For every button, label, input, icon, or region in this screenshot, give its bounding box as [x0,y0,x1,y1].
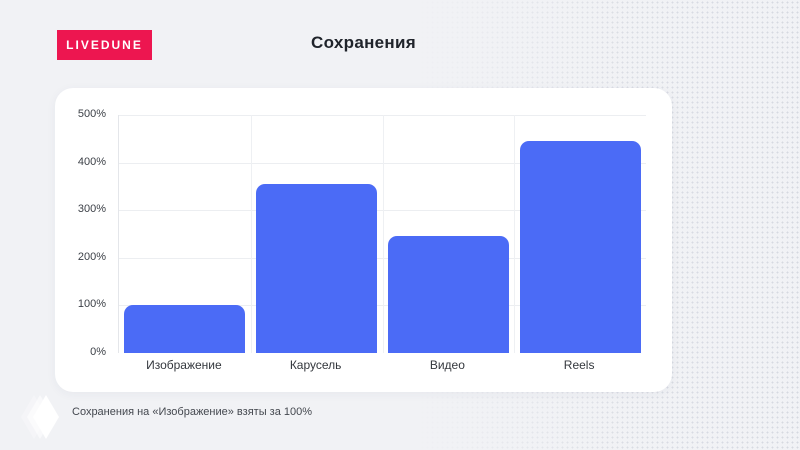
category-separator-line [514,115,516,353]
chart-card: 0% 100% 200% 300% 400% 500% Изображение Карусе… [55,88,672,392]
brand-badge: LIVEDUNE [57,30,152,60]
x-tick-label: Изображение [146,358,222,372]
x-axis-labels: Изображение Карусель Видео Reels [118,358,645,378]
y-tick-label: 500% [77,108,106,120]
y-tick-label: 0% [90,346,106,358]
bar-Видео [387,236,509,353]
y-axis-labels: 0% 100% 200% 300% 400% 500% [55,88,112,392]
bar-Reels [519,141,641,353]
page-title: Сохранения [311,33,416,52]
category-separator-line [250,115,252,353]
bar-Карусель [256,184,378,353]
x-tick-label: Видео [429,358,465,372]
x-tick-label: Reels [563,358,595,372]
footer-caption: Сохранения на «Изображение» взяты за 100… [72,406,313,418]
y-tick-label: 200% [77,250,106,263]
y-tick-label: 100% [77,298,106,311]
category-separator-line [382,115,384,353]
x-tick-label: Карусель [289,358,342,372]
bar-Изображение [124,305,246,353]
y-tick-label: 400% [77,155,106,168]
y-tick-label: 300% [77,203,106,216]
livedune-diamond-icon [16,392,64,447]
plot-area [118,115,646,353]
